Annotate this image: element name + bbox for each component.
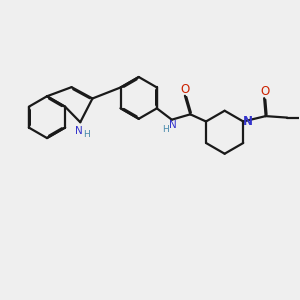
Text: N: N bbox=[243, 115, 253, 128]
Text: O: O bbox=[180, 83, 190, 96]
Text: O: O bbox=[260, 85, 269, 98]
Text: H: H bbox=[162, 125, 169, 134]
Text: H: H bbox=[83, 130, 90, 139]
Text: N: N bbox=[169, 120, 176, 130]
Text: N: N bbox=[75, 126, 82, 136]
